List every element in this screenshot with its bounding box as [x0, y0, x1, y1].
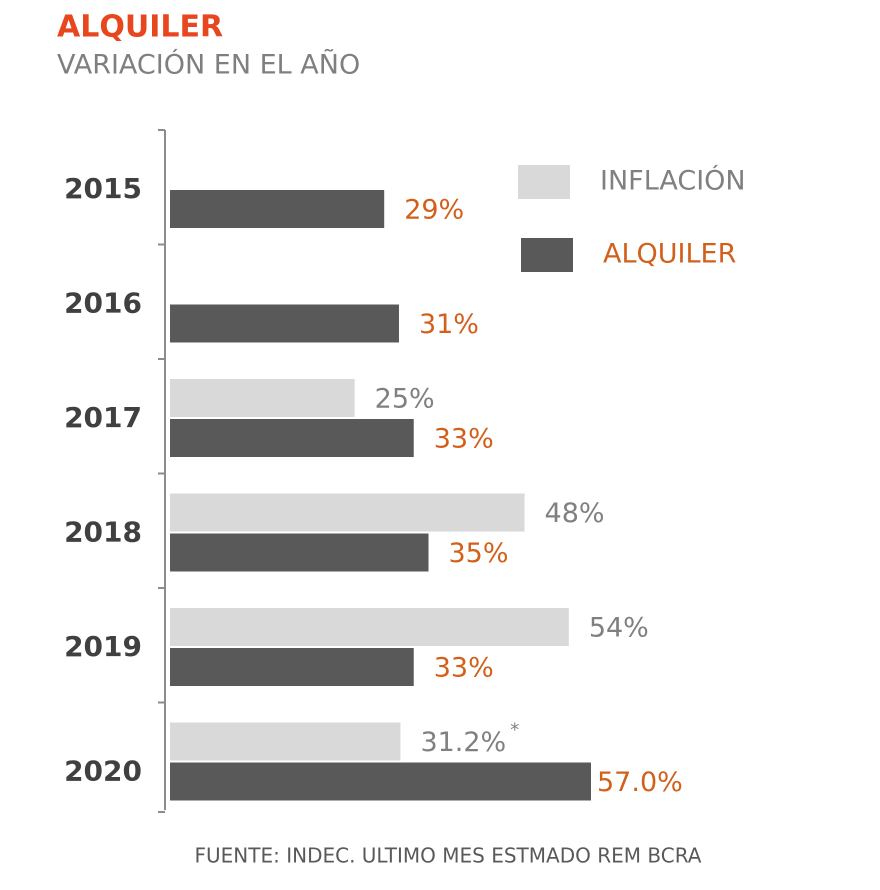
- bar: [170, 190, 385, 228]
- y-tick-label: 2017: [64, 401, 142, 434]
- bar: [170, 762, 591, 801]
- annotation: *: [510, 720, 519, 741]
- legend-label: INFLACIÓN: [600, 165, 746, 197]
- bar: [170, 304, 399, 343]
- bar: [170, 608, 569, 646]
- value-label: 31%: [419, 309, 479, 340]
- value-label: 48%: [545, 498, 605, 529]
- value-label: 35%: [449, 538, 509, 569]
- legend-swatch: [518, 165, 570, 199]
- chart-title: ALQUILER: [57, 10, 223, 45]
- y-tick-label: 2019: [64, 630, 142, 663]
- legend-swatch: [521, 238, 573, 272]
- legend-label: ALQUILER: [603, 239, 736, 270]
- value-label: 29%: [404, 195, 464, 226]
- bar: [170, 493, 525, 532]
- y-tick-label: 2018: [64, 516, 142, 549]
- y-tick-label: 2020: [64, 755, 142, 788]
- value-label: 54%: [589, 613, 649, 644]
- value-label: 31.2%: [420, 727, 506, 758]
- bar: [170, 379, 355, 417]
- value-label: 57.0%: [597, 767, 683, 798]
- source-note: FUENTE: INDEC. ULTIMO MES ESTMADO REM BC…: [195, 844, 702, 868]
- value-label: 25%: [375, 384, 435, 415]
- bar: [170, 419, 414, 457]
- chart-subtitle: VARIACIÓN EN EL AÑO: [57, 49, 360, 81]
- value-label: 33%: [434, 653, 494, 684]
- bar: [170, 648, 414, 686]
- y-tick-label: 2016: [64, 287, 142, 320]
- y-tick-label: 2015: [64, 172, 142, 205]
- value-label: 33%: [434, 424, 494, 455]
- bar: [170, 533, 429, 572]
- bar: [170, 722, 401, 761]
